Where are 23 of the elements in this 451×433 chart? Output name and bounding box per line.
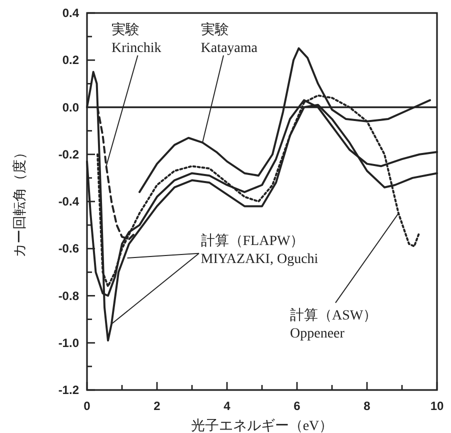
y-tick-label: 0.4 [62,6,79,20]
annotation: 実験 Krinchik [106,23,162,167]
y-tick-label: -0.2 [58,147,79,162]
y-tick-label: 0.2 [62,53,79,68]
x-axis-title: 光子エネルギー（eV） [190,419,334,433]
y-tick-label: -0.8 [58,288,79,303]
y-tick-label: -1.2 [58,383,79,397]
annotation: 計算（FLAPW） MIYAZAKI, Oguchi [200,233,318,268]
x-tick-label: 8 [364,399,370,413]
x-tick-label: 4 [224,399,230,413]
annotation: 実験 Katayama [200,22,258,56]
y-tick-label: 0.0 [62,100,79,114]
x-tick-label: 6 [294,399,300,413]
y-tick-label: -0.6 [58,242,79,256]
y-tick-label: -0.4 [58,194,79,208]
y-axis-title: カー回転角（度） [13,146,28,258]
x-tick-label: 10 [430,399,444,413]
annotation: 計算（ASW） Oppeneer [290,307,378,342]
y-tick-label: -1.0 [58,336,79,350]
x-tick-label: 2 [154,399,160,413]
annotation: 実験 Katayama [200,23,258,144]
annotation: 実験 Krinchik [112,22,162,56]
x-tick-label: 0 [84,399,90,413]
